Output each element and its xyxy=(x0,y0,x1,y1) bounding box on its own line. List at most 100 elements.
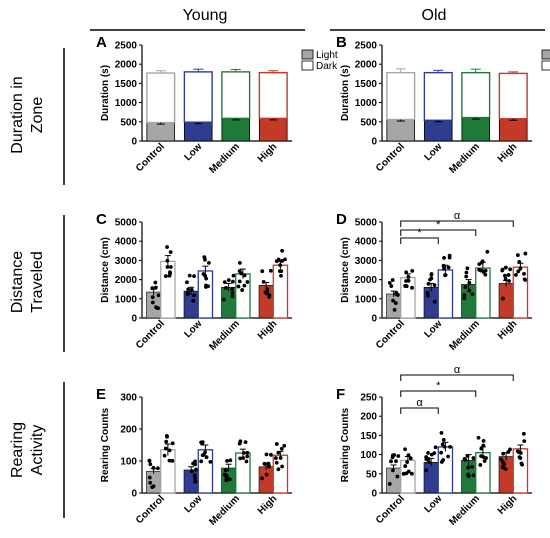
data-point xyxy=(189,287,194,292)
x-tick-label: High xyxy=(496,141,519,164)
bar-dark xyxy=(475,267,491,319)
data-point xyxy=(237,260,242,265)
data-point xyxy=(199,459,204,464)
x-tick-label: Medium xyxy=(207,141,242,176)
y-tick-label: 50 xyxy=(366,469,378,480)
data-point xyxy=(224,286,228,290)
data-point xyxy=(464,270,469,275)
data-point xyxy=(502,273,507,278)
x-tick-label: Low xyxy=(422,493,444,515)
data-point xyxy=(523,251,528,256)
data-point xyxy=(426,456,431,461)
bracket-line xyxy=(400,220,514,227)
y-tick-label: 100 xyxy=(120,457,137,468)
data-point xyxy=(521,431,526,436)
data-point xyxy=(462,296,467,301)
significance-mark: α xyxy=(454,210,461,222)
data-point xyxy=(433,445,438,450)
data-point xyxy=(276,450,281,455)
data-point xyxy=(403,447,407,452)
data-point xyxy=(274,460,279,465)
data-point xyxy=(403,464,408,468)
data-point xyxy=(163,446,168,451)
data-point xyxy=(406,274,411,279)
data-point xyxy=(465,454,470,458)
bar-dark xyxy=(498,72,528,120)
data-point xyxy=(501,464,505,469)
bracket-line xyxy=(400,407,439,414)
data-point xyxy=(265,290,270,295)
data-point xyxy=(276,257,281,262)
x-tick-label: Medium xyxy=(207,493,242,528)
data-point xyxy=(168,265,173,269)
panel-c: C 0 1000 2000 3000 4000 5000 Distance (cm) Contr… xyxy=(96,211,292,353)
data-point xyxy=(221,297,226,302)
bracket-line xyxy=(400,390,477,397)
data-point xyxy=(522,271,526,276)
data-point xyxy=(439,460,444,464)
significance-bracket: α xyxy=(400,397,439,414)
data-point xyxy=(190,469,194,474)
significance-bracket: * xyxy=(400,219,477,236)
data-point xyxy=(448,444,452,449)
data-point xyxy=(193,459,197,464)
panel-letter-b: B xyxy=(336,34,347,51)
legend-label-light: Light xyxy=(316,50,338,61)
y-tick-label: 0 xyxy=(131,137,137,148)
y-tick-label: 0 xyxy=(371,489,377,500)
legend-swatch-dark xyxy=(301,60,314,71)
data-point xyxy=(204,285,208,289)
data-point xyxy=(228,458,233,463)
y-tick-label: 0 xyxy=(371,137,377,148)
bar-light xyxy=(221,117,251,142)
data-point xyxy=(267,464,271,469)
data-point xyxy=(186,291,190,296)
data-point xyxy=(393,301,398,305)
data-point xyxy=(476,435,481,440)
row-label-distance-line1: Distance xyxy=(9,251,26,313)
data-point xyxy=(441,263,446,268)
data-point xyxy=(206,261,211,265)
data-point xyxy=(280,464,285,469)
x-tick-label: Low xyxy=(182,493,204,515)
data-point xyxy=(231,273,236,278)
data-point xyxy=(236,284,241,289)
data-point xyxy=(479,446,484,451)
significance-bracket: α xyxy=(400,364,514,381)
panel-f: F 0 50 100 150 200 250 Rearing Counts Control Low… xyxy=(336,364,532,528)
data-point xyxy=(227,477,232,482)
x-tick-label: Control xyxy=(134,141,167,174)
data-point xyxy=(503,467,508,471)
bar-dark xyxy=(423,71,453,121)
legend-swatch-dark xyxy=(541,60,550,71)
data-point xyxy=(265,287,270,292)
row-label-rearing-line1: Rearing xyxy=(9,422,26,478)
data-point xyxy=(279,446,284,451)
bar-light xyxy=(258,117,288,142)
x-tick-label: High xyxy=(256,141,279,164)
y-tick-label: 1500 xyxy=(355,79,378,90)
data-point xyxy=(518,456,523,461)
y-axis-label: Rearing Counts xyxy=(100,407,111,482)
data-point xyxy=(193,476,197,480)
y-tick-label: 1000 xyxy=(115,294,138,305)
y-tick-label: 3000 xyxy=(355,256,378,267)
data-point xyxy=(465,266,470,271)
data-point xyxy=(165,265,170,269)
panel-a: A 0 500 1000 1500 2000 2500 Duration (s) Control… xyxy=(96,34,338,176)
row-label-distance-line2: Traveled xyxy=(29,251,46,313)
data-point xyxy=(202,255,207,259)
data-point xyxy=(268,268,273,273)
data-point xyxy=(162,453,167,458)
y-axis-label: Duration (s) xyxy=(340,65,351,121)
data-point xyxy=(147,458,152,463)
data-point xyxy=(396,454,401,458)
data-point xyxy=(153,285,158,290)
bar-dark xyxy=(386,71,416,121)
data-point xyxy=(200,453,205,458)
data-point xyxy=(230,290,235,295)
bracket-line xyxy=(400,229,477,236)
y-tick-label: 2000 xyxy=(355,275,378,286)
data-point xyxy=(478,463,483,467)
